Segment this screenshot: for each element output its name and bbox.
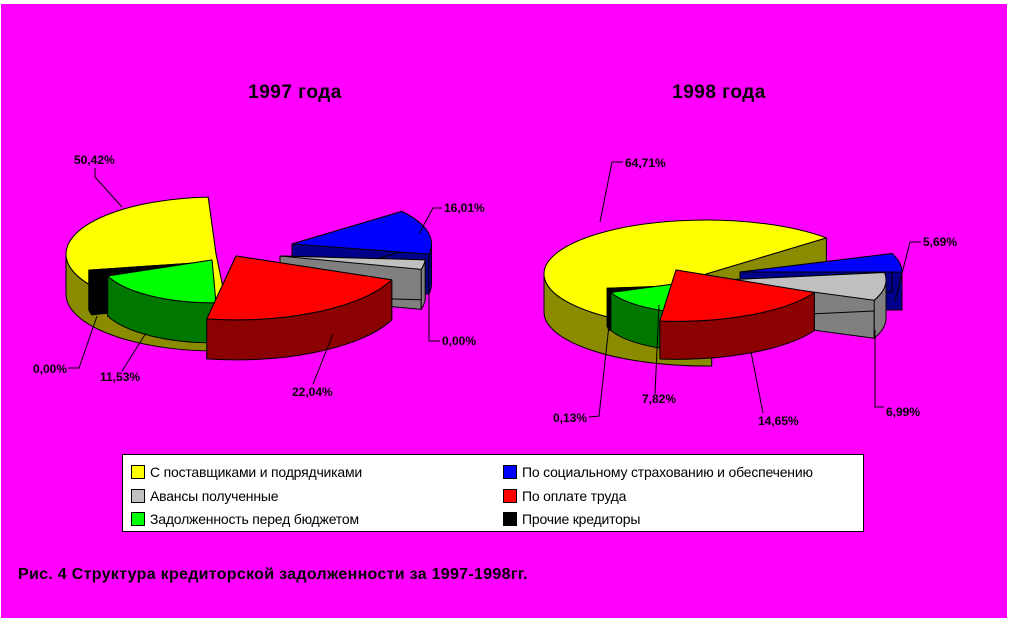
- slice-leader-line: [874, 330, 884, 408]
- slice-leader-line: [94, 168, 123, 208]
- legend-swatch-icon: [131, 488, 145, 503]
- slice-leader-line: [312, 333, 334, 385]
- slice-leader-line: [418, 207, 442, 235]
- pie-slice: [291, 210, 432, 255]
- legend-item-label: С поставщиками и подрядчиками: [150, 463, 363, 480]
- legend-item-label: Прочие кредиторы: [522, 511, 641, 528]
- slice-percentage-label: 0,00%: [33, 362, 67, 376]
- legend-item-label: Задолженность перед бюджетом: [150, 511, 359, 528]
- figure-caption: Рис. 4 Структура кредиторской задолженно…: [18, 566, 528, 583]
- legend-column-right: По социальному страхованию и обеспечению…: [503, 460, 863, 531]
- legend: С поставщиками и подрядчиками Авансы полу…: [122, 454, 864, 532]
- legend-item: По оплате труда: [503, 484, 863, 508]
- legend-column-left: С поставщиками и подрядчиками Авансы полу…: [123, 460, 503, 531]
- slice-percentage-label: 64,71%: [625, 156, 666, 170]
- pie-slice: [206, 255, 393, 321]
- slice-leader-line: [750, 351, 764, 414]
- legend-item: Авансы полученные: [131, 484, 503, 508]
- legend-item-label: Авансы полученные: [150, 487, 279, 504]
- chart-title-1997: 1997 года: [248, 82, 342, 103]
- slice-percentage-label: 7,82%: [642, 392, 676, 406]
- legend-item: С поставщиками и подрядчиками: [131, 460, 503, 484]
- slice-percentage-label: 14,65%: [758, 414, 799, 428]
- pie-slice: [107, 259, 217, 304]
- slice-percentage-label: 50,42%: [74, 153, 115, 167]
- chart-title-1998: 1998 года: [672, 82, 766, 103]
- slice-percentage-label: 6,99%: [886, 405, 920, 419]
- slice-percentage-label: 22,04%: [292, 385, 333, 399]
- legend-item: Задолженность перед бюджетом: [131, 507, 503, 531]
- slice-leader-line: [599, 161, 623, 223]
- pie-slice: [279, 255, 426, 270]
- slice-percentage-label: 16,01%: [444, 201, 485, 215]
- legend-swatch-icon: [503, 464, 517, 479]
- legend-item-label: По оплате труда: [522, 487, 627, 504]
- slice-percentage-label: 0,13%: [553, 411, 587, 425]
- slice-leader-line: [588, 306, 612, 418]
- slice-leader-line: [121, 332, 147, 372]
- legend-item: Прочие кредиторы: [503, 507, 863, 531]
- slice-leader-line: [68, 315, 98, 369]
- legend-swatch-icon: [131, 464, 145, 479]
- slice-leader-line: [894, 241, 921, 302]
- legend-swatch-icon: [503, 488, 517, 503]
- slice-percentage-label: 5,69%: [923, 235, 957, 249]
- legend-item-label: По социальному страхованию и обеспечению: [522, 463, 813, 480]
- slice-percentage-label: 11,53%: [100, 370, 140, 384]
- legend-swatch-icon: [131, 512, 145, 527]
- pie-slice-rim: [88, 269, 93, 316]
- slice-percentage-label: 0,00%: [442, 334, 476, 348]
- slice-leader-line: [428, 289, 440, 342]
- legend-swatch-icon: [503, 512, 517, 527]
- pie-slice: [723, 271, 887, 301]
- legend-item: По социальному страхованию и обеспечению: [503, 460, 863, 484]
- pie-slice: [659, 269, 815, 322]
- slice-leader-line: [654, 304, 660, 395]
